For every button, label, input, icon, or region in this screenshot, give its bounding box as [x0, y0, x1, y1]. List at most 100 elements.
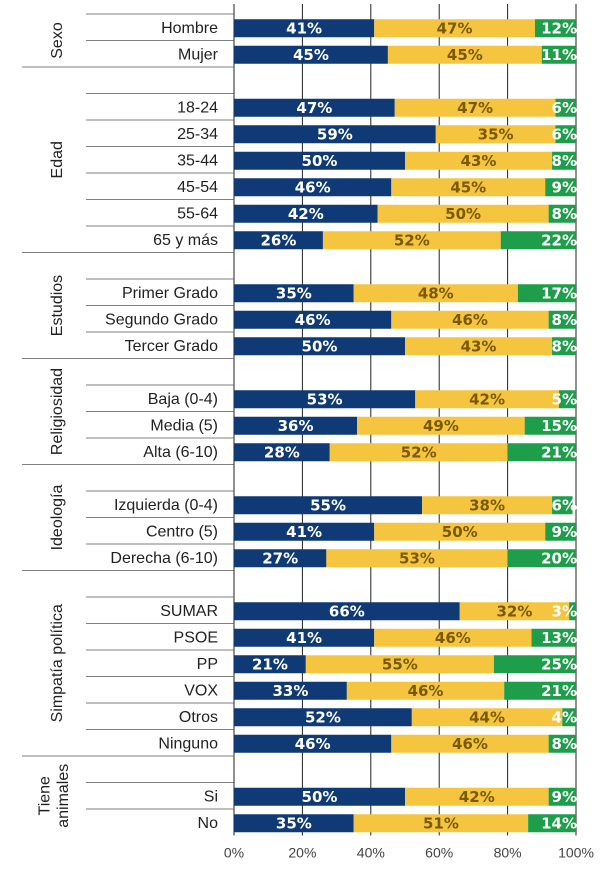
bar-row: Otros 52% 44% 4%: [179, 708, 577, 727]
category-label: Si: [204, 788, 218, 805]
bar-segment: [548, 734, 576, 753]
data-label: 53%: [307, 390, 343, 408]
data-label: 46%: [295, 178, 331, 196]
category-label: Baja (0-4): [148, 391, 218, 408]
bar-segment: [531, 628, 576, 647]
category-label: 55-64: [177, 205, 218, 222]
data-label: 53%: [399, 549, 435, 567]
category-label: PP: [197, 656, 218, 673]
data-label: 42%: [288, 205, 324, 223]
category-label: PSOE: [174, 629, 218, 646]
bar-segment: [353, 814, 529, 833]
data-label: 51%: [423, 814, 459, 832]
data-label: 52%: [394, 231, 430, 249]
bar-segment: [234, 204, 378, 223]
bar-segment: [234, 708, 412, 727]
bar-segment: [234, 602, 460, 621]
group-edad: Edad 18-24 47% 47% 6% 25-34 59% 35% 6% 35-44 50% 43…: [49, 98, 577, 250]
bar-segment: [415, 390, 559, 409]
bar-segment: [234, 45, 388, 64]
bar-segment: [391, 734, 549, 753]
data-label: 35%: [276, 284, 312, 302]
bar-segment: [552, 337, 576, 356]
bar-segment: [234, 125, 436, 144]
data-label: 32%: [496, 602, 532, 620]
bar-segment: [552, 496, 573, 515]
data-label: 27%: [262, 549, 298, 567]
category-label: Tercer Grado: [125, 338, 218, 355]
data-label: 45%: [293, 46, 329, 64]
group-simpatía-política: Simpatía política SUMAR 66% 32% 3% PSOE 41% 46%…: [49, 602, 577, 753]
bar-segment: [394, 98, 556, 117]
category-label: Derecha (6-10): [110, 550, 218, 567]
bar-segment: [534, 19, 576, 38]
data-label: 50%: [442, 523, 478, 541]
bar-segment: [374, 522, 546, 541]
category-label: Izquierda (0-4): [114, 497, 218, 514]
bar-segment: [234, 231, 323, 250]
category-label: No: [198, 815, 219, 832]
bar-row: Centro (5) 41% 50% 9%: [146, 522, 577, 541]
bar-row: Media (5) 36% 49% 15%: [150, 416, 577, 435]
data-label: 21%: [541, 443, 577, 461]
category-label: Media (5): [150, 417, 218, 434]
data-label: 50%: [302, 152, 338, 170]
data-label: 42%: [459, 788, 495, 806]
data-label: 6%: [552, 125, 577, 143]
x-tick-label: 40%: [357, 845, 385, 861]
data-label: 17%: [541, 284, 577, 302]
data-label: 4%: [552, 708, 577, 726]
category-label: Mujer: [178, 46, 219, 63]
data-label: 12%: [541, 19, 577, 37]
bar-row: Tercer Grado 50% 43% 8%: [125, 337, 577, 356]
bar-segment: [234, 814, 354, 833]
bar-segment: [391, 310, 549, 329]
x-tick-label: 100%: [558, 845, 594, 861]
data-label: 9%: [552, 523, 577, 541]
bar-segment: [234, 443, 330, 462]
data-label: 33%: [272, 682, 308, 700]
bar-segment: [234, 681, 347, 700]
data-label: 8%: [552, 735, 577, 753]
x-tick-label: 80%: [494, 845, 522, 861]
bar-segment: [500, 231, 576, 250]
data-label: 8%: [552, 205, 577, 223]
data-label: 55%: [382, 655, 418, 673]
data-label: 52%: [305, 708, 341, 726]
bar-row: 18-24 47% 47% 6%: [177, 98, 577, 117]
bar-segment: [507, 549, 576, 568]
bar-segment: [411, 708, 563, 727]
data-label: 47%: [457, 99, 493, 117]
group-label: Religiosidad: [49, 368, 66, 455]
bar-segment: [234, 522, 375, 541]
data-label: 8%: [552, 337, 577, 355]
category-label: 18-24: [177, 99, 218, 116]
data-label: 46%: [452, 735, 488, 753]
bar-segment: [528, 814, 576, 833]
data-label: 9%: [552, 178, 577, 196]
data-label: 46%: [452, 311, 488, 329]
bar-row: SUMAR 66% 32% 3%: [160, 602, 577, 621]
bar-segment: [517, 284, 576, 303]
bar-row: Si 50% 42% 9%: [204, 787, 577, 806]
bar-segment: [329, 443, 508, 462]
data-label: 11%: [541, 46, 577, 64]
bar-row: No 35% 51% 14%: [198, 814, 577, 833]
bar-segment: [405, 151, 553, 170]
category-label: Segundo Grado: [105, 311, 218, 328]
data-label: 45%: [447, 46, 483, 64]
data-label: 55%: [310, 496, 346, 514]
x-axis-ticks: 0% 20% 40% 60% 80% 100%: [224, 845, 594, 861]
category-label: Hombre: [161, 20, 218, 37]
bar-segment: [234, 98, 395, 117]
data-label: 35%: [276, 814, 312, 832]
bar-segment: [234, 416, 358, 435]
data-label: 8%: [552, 311, 577, 329]
data-label: 46%: [408, 682, 444, 700]
bar-segment: [234, 787, 405, 806]
data-label: 6%: [552, 496, 577, 514]
bar-segment: [234, 310, 392, 329]
data-label: 59%: [317, 125, 353, 143]
bar-row: 25-34 59% 35% 6%: [177, 125, 577, 144]
data-label: 52%: [401, 443, 437, 461]
